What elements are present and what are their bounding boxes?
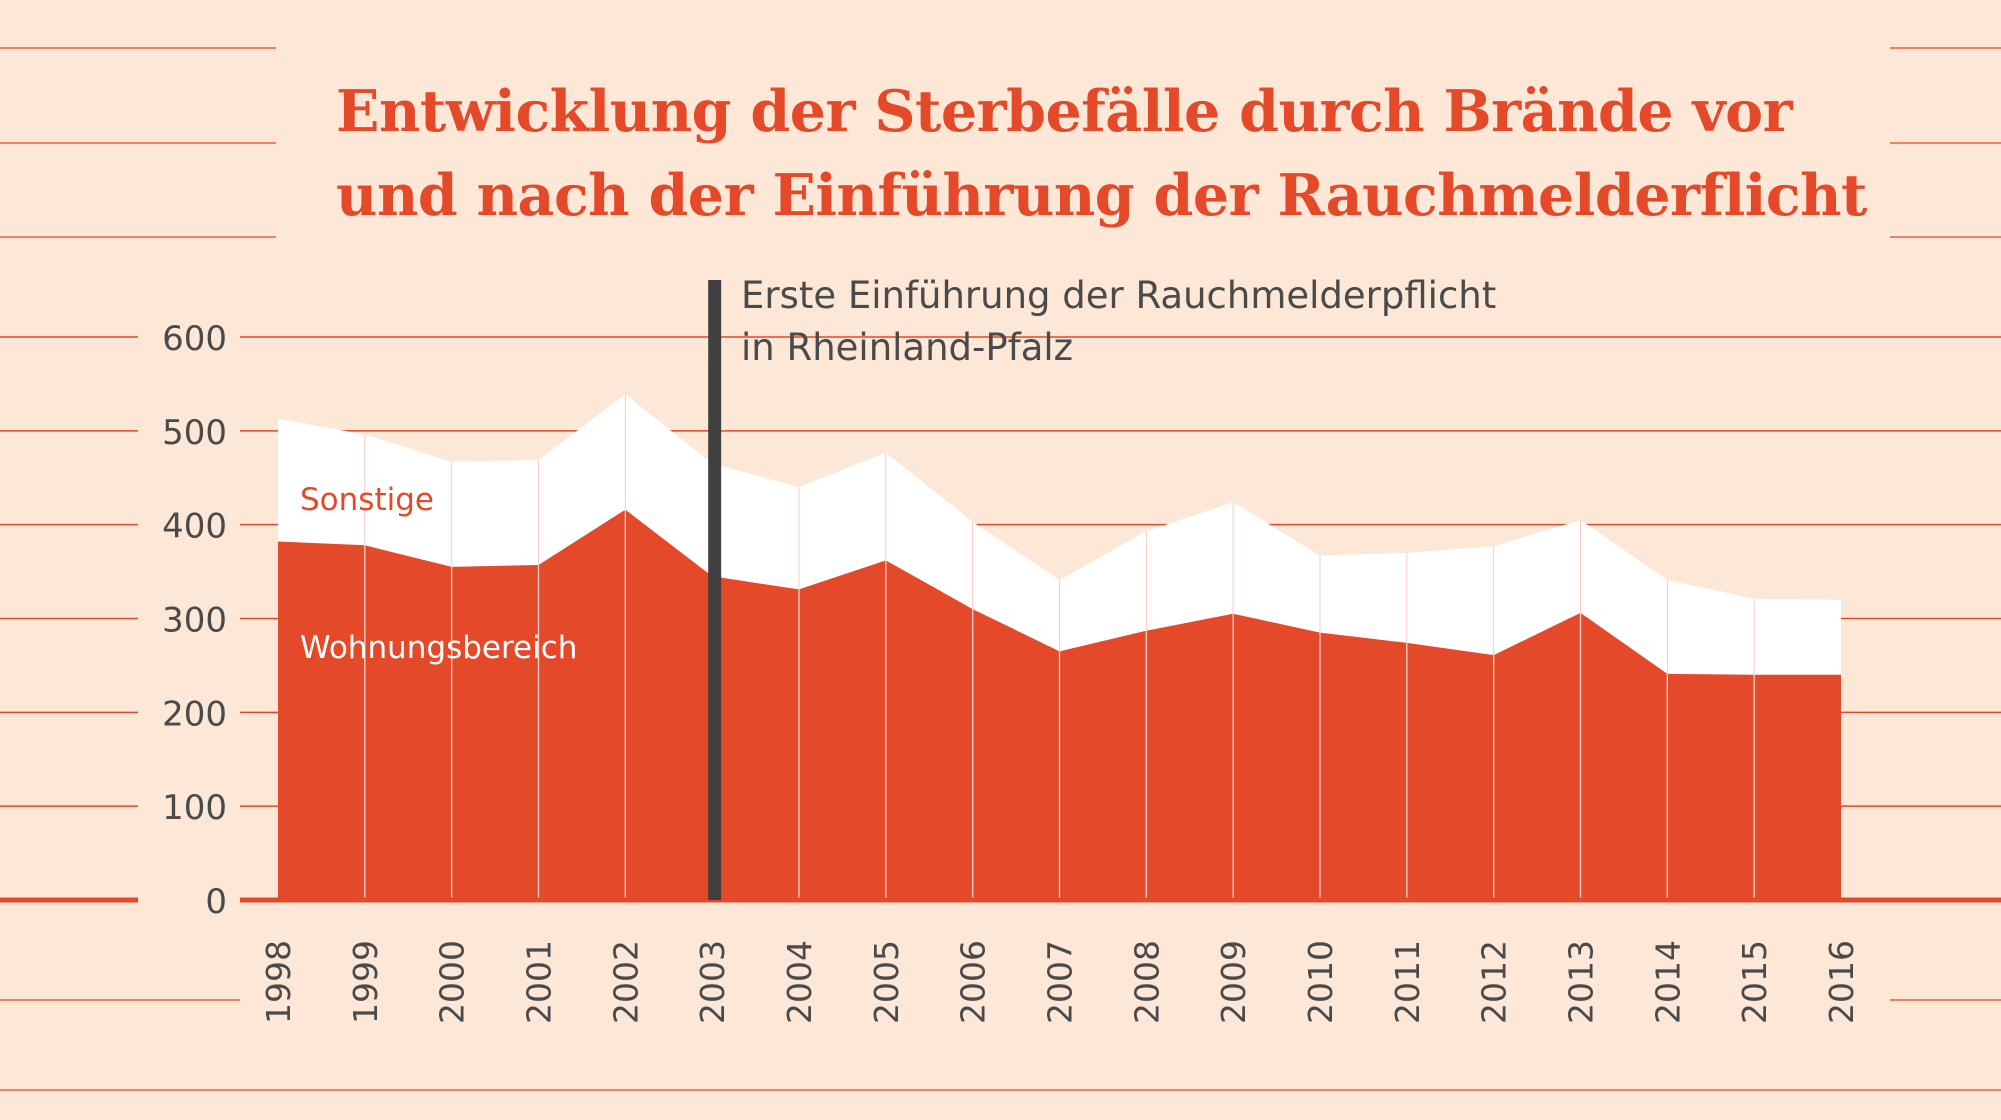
annotation-marker — [708, 280, 722, 900]
x-tick-label: 2014 — [1648, 940, 1687, 1024]
y-tick-label: 200 — [162, 694, 227, 734]
background-lines — [0, 47, 2001, 1091]
y-axis-labels: 0 100 200 300 400 500 600 — [162, 319, 227, 922]
y-tick-label: 600 — [162, 319, 227, 359]
annotation-text-line: Erste Einführung der Rauchmelderpflicht — [741, 274, 1496, 317]
x-tick-label: 2011 — [1388, 940, 1427, 1024]
x-tick-label: 2004 — [780, 940, 819, 1024]
x-tick-label: 2010 — [1301, 940, 1340, 1024]
x-tick-label: 2015 — [1735, 940, 1774, 1024]
annotation-text-line: in Rheinland-Pfalz — [741, 326, 1073, 369]
series-label-wohnungsbereich: Wohnungsbereich — [300, 630, 577, 666]
y-tick-label: 500 — [162, 413, 227, 453]
y-tick-label: 300 — [162, 601, 227, 641]
x-tick-label: 2012 — [1475, 940, 1514, 1024]
x-axis-labels: 1998 1999 2000 2001 2002 2003 2004 2005 2006 2007… — [259, 940, 1861, 1024]
x-tick-label: 2000 — [433, 940, 472, 1024]
x-tick-label: 1998 — [259, 940, 298, 1024]
chart-title-line-1: Entwicklung der Sterbefälle durch Brände… — [336, 78, 1793, 145]
y-tick-label: 0 — [205, 882, 227, 922]
y-tick-label: 400 — [162, 507, 227, 547]
y-tick-label: 100 — [162, 788, 227, 828]
x-tick-label: 1999 — [346, 940, 385, 1024]
x-tick-label: 2009 — [1214, 940, 1253, 1024]
x-tick-label: 2005 — [867, 940, 906, 1024]
x-tick-label: 2003 — [693, 940, 732, 1024]
chart-title-line-2: und nach der Einführung der Rauchmelderf… — [336, 162, 1867, 229]
x-tick-label: 2016 — [1822, 940, 1861, 1024]
area-sonstige — [278, 394, 1841, 675]
x-tick-label: 2002 — [606, 940, 645, 1024]
series-label-sonstige: Sonstige — [300, 482, 434, 518]
x-tick-label: 2008 — [1127, 940, 1166, 1024]
x-tick-label: 2013 — [1562, 940, 1601, 1024]
x-tick-label: 2007 — [1041, 940, 1080, 1024]
x-tick-label: 2001 — [520, 940, 559, 1024]
x-tick-label: 2006 — [954, 940, 993, 1024]
